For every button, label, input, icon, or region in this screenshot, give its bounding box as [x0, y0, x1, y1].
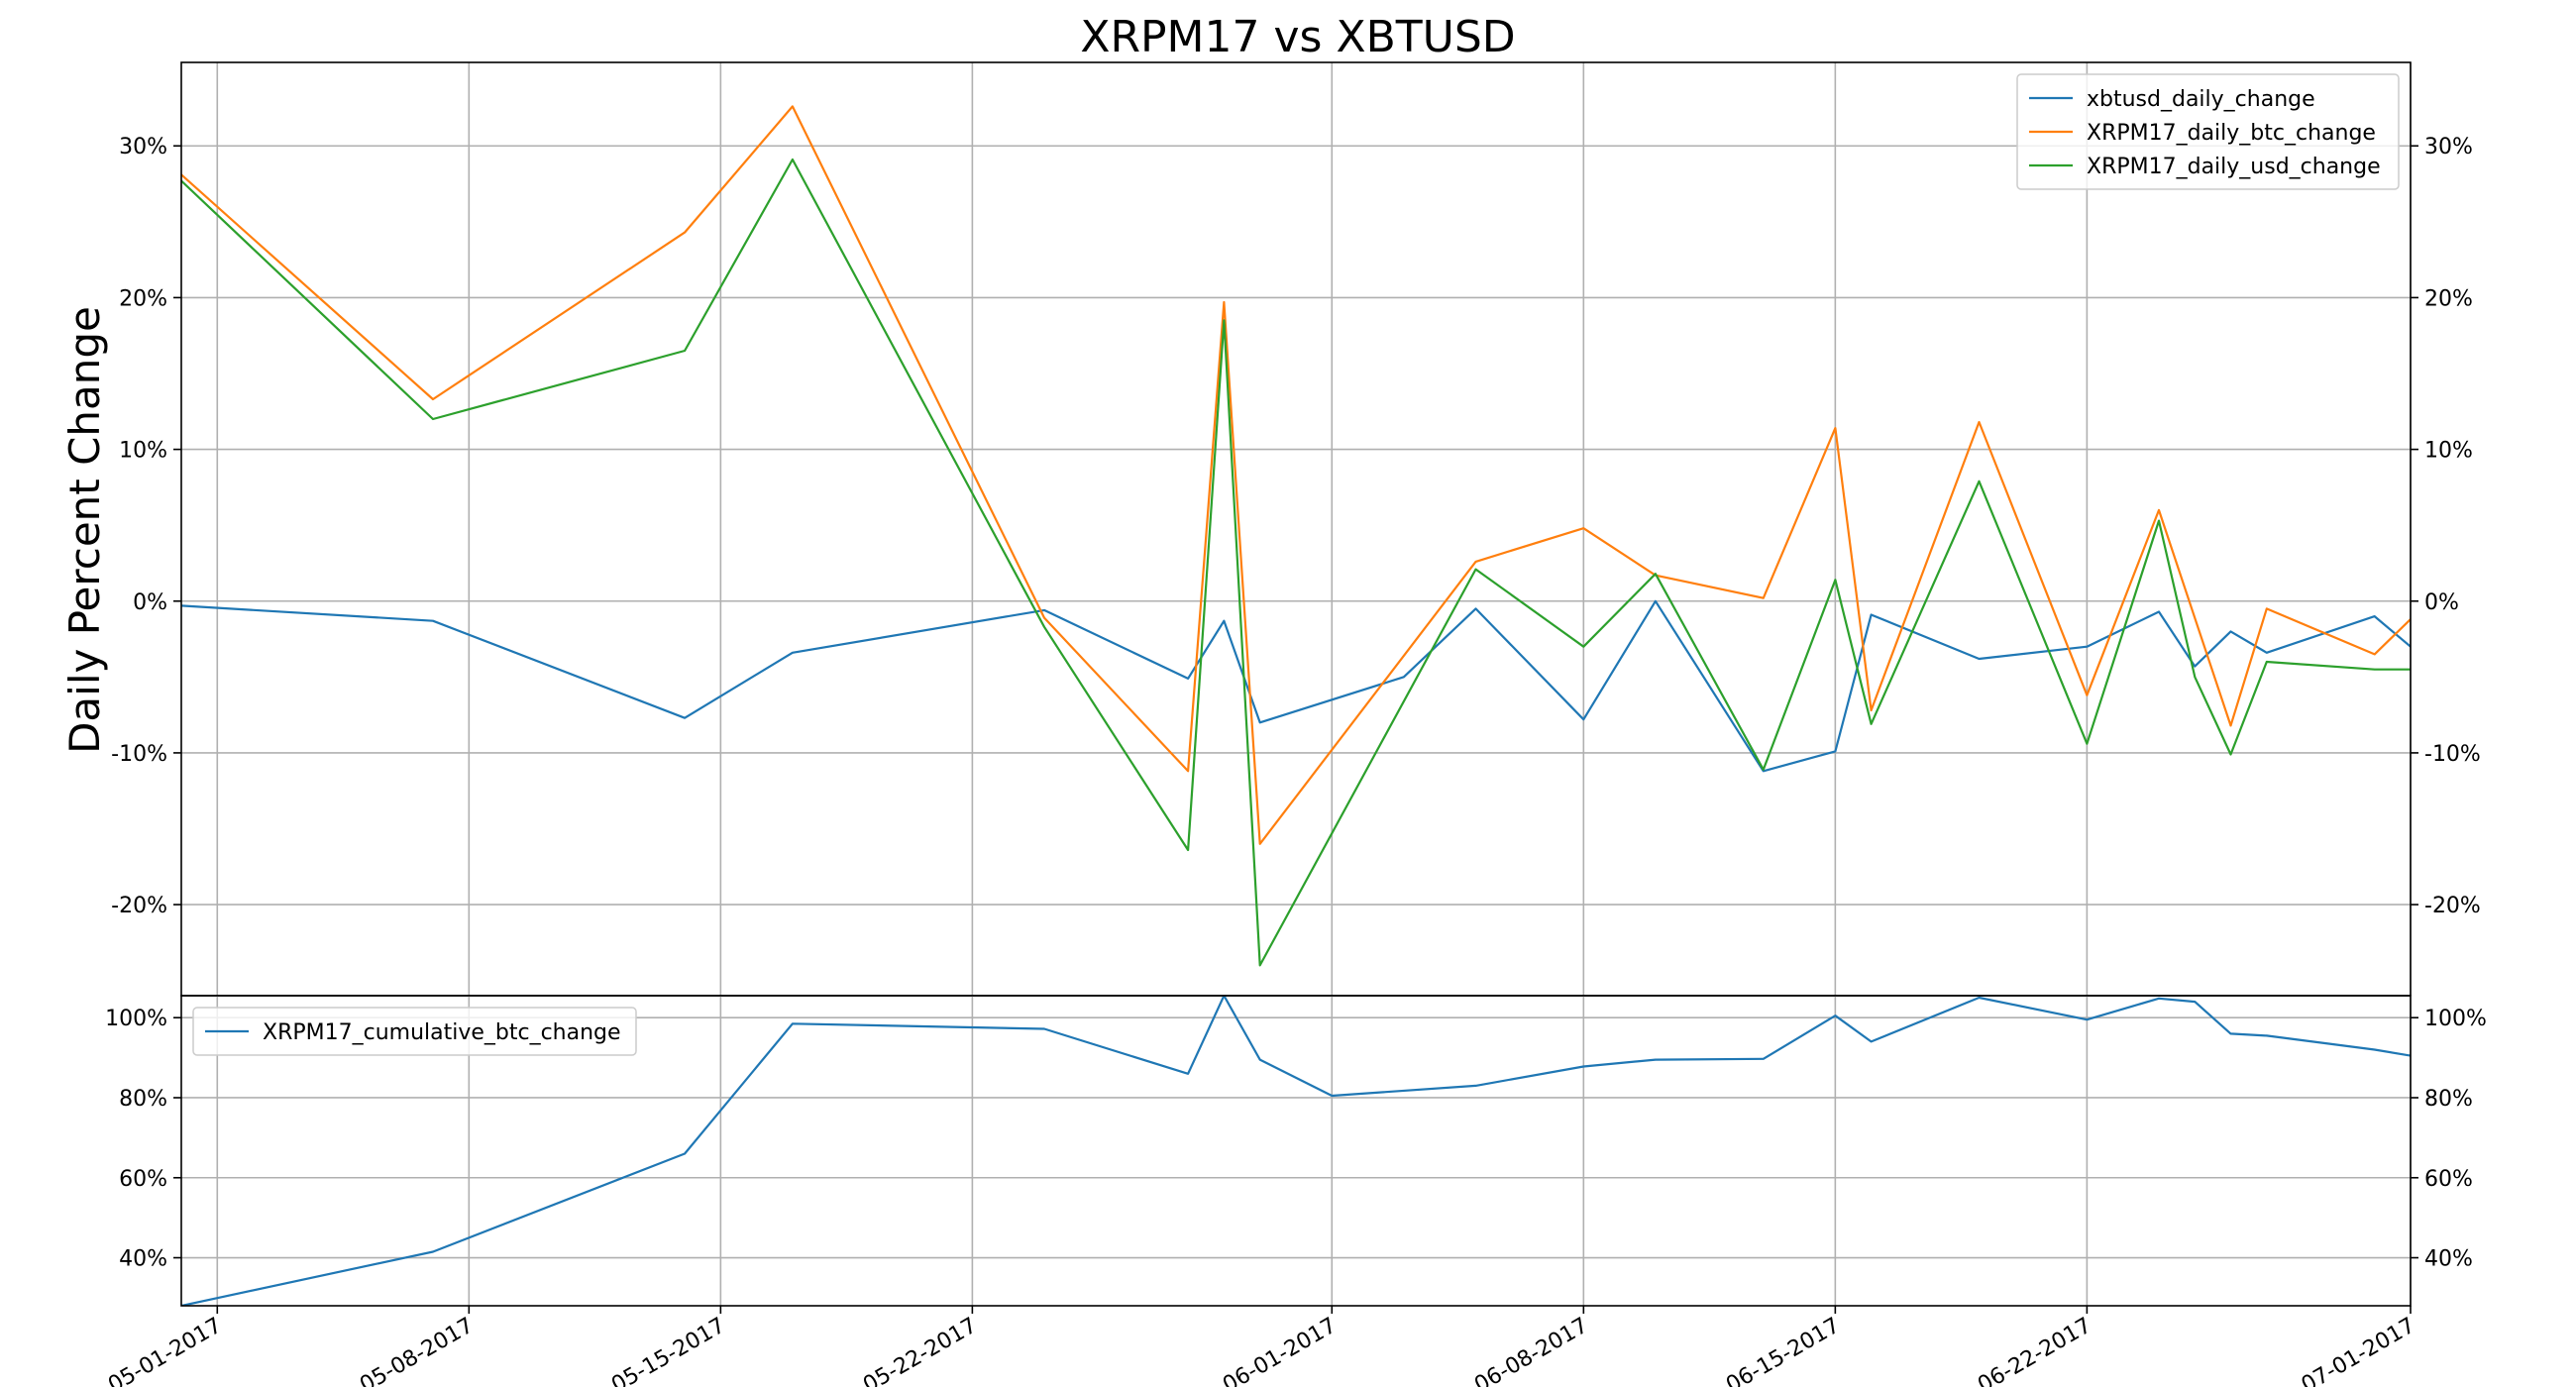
y-tick-label-right-bottom-1: 60%: [2424, 1167, 2473, 1192]
legend-bottom: XRPM17_cumulative_btc_change: [192, 1007, 637, 1056]
y-tick-label-right-top-5: 30%: [2424, 135, 2473, 160]
y-tick-label-left-top-2: 0%: [133, 590, 167, 615]
chart-title: XRPM17 vs XBTUSD: [1080, 12, 1515, 62]
bottom-panel: 40% 40% 60% 60% 80% 80% 100% 100% XRPM17_cumulat…: [105, 995, 2487, 1307]
legend-label-XRPM17_cumulative_btc_change: XRPM17_cumulative_btc_change: [263, 1020, 621, 1045]
y-tick-label-right-top-3: 10%: [2424, 439, 2473, 464]
y-tick-label-right-top-0: -20%: [2424, 894, 2481, 918]
y-tick-label-left-top-3: 10%: [119, 439, 167, 464]
y-tick-label-left-top-4: 20%: [119, 286, 167, 311]
legend-box-bottom: [192, 1007, 637, 1056]
y-tick-label-left-top-5: 30%: [119, 135, 167, 160]
y-tick-label-left-bottom-2: 80%: [119, 1087, 167, 1112]
legend-top: xbtusd_daily_change XRPM17_daily_btc_chan…: [2016, 73, 2400, 190]
y-tick-label-left-bottom-3: 100%: [105, 1007, 167, 1031]
y-tick-label-right-bottom-0: 40%: [2424, 1247, 2473, 1272]
legend-label-xbtusd_daily_change: xbtusd_daily_change: [2087, 87, 2315, 112]
y-tick-label-right-bottom-3: 100%: [2424, 1007, 2487, 1031]
plot-frame-bottom: [180, 995, 2412, 1307]
legend-label-XRPM17_daily_usd_change: XRPM17_daily_usd_change: [2087, 155, 2381, 179]
y-tick-label-right-bottom-2: 80%: [2424, 1087, 2473, 1112]
legend-label-XRPM17_daily_btc_change: XRPM17_daily_btc_change: [2087, 121, 2376, 146]
y-tick-label-right-top-2: 0%: [2424, 590, 2459, 615]
series-line-XRPM17_cumulative_btc_change: [181, 996, 2411, 1306]
y-tick-label-left-top-1: -10%: [111, 742, 167, 767]
y-tick-label-left-bottom-1: 60%: [119, 1167, 167, 1192]
top-panel: -20% -20% -10% -10% 0% 0% 10% 10% 20% 20% 30% 30% xb…: [111, 61, 2481, 997]
y-tick-label-left-bottom-0: 40%: [119, 1247, 167, 1272]
legend-box-top: [2016, 73, 2400, 190]
y-axis-label: Daily Percent Change: [60, 306, 109, 754]
y-tick-label-left-top-0: -20%: [111, 894, 167, 918]
y-tick-label-right-top-1: -10%: [2424, 742, 2481, 767]
y-tick-label-right-top-4: 20%: [2424, 286, 2473, 311]
series-line-XRPM17_daily_usd_change: [181, 158, 2411, 967]
